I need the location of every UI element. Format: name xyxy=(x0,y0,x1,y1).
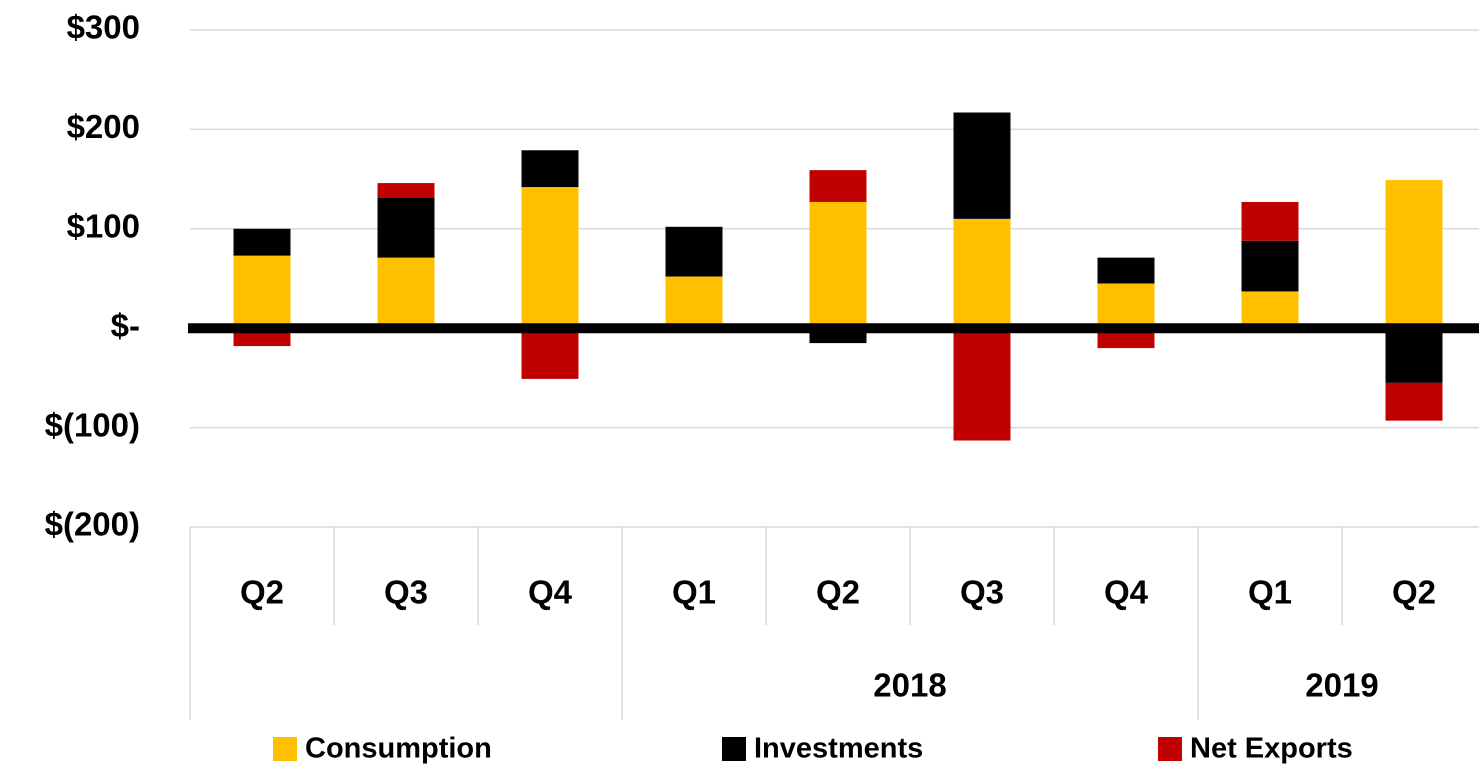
bar-segment xyxy=(665,226,723,277)
legend-swatch xyxy=(273,737,297,761)
bar-segment xyxy=(809,170,867,202)
y-tick-label: $100 xyxy=(67,208,140,245)
x-tick-label: Q1 xyxy=(1248,574,1292,611)
bar-segment xyxy=(665,276,723,329)
y-tick-label: $300 xyxy=(67,9,140,46)
bar-segment xyxy=(521,328,579,379)
bar-segment xyxy=(1097,283,1155,329)
bar-segment xyxy=(1097,257,1155,284)
x-tick-label: Q3 xyxy=(960,574,1004,611)
bar-segment xyxy=(521,150,579,188)
bar-segment xyxy=(1385,382,1443,421)
x-tick-label: Q2 xyxy=(816,574,860,611)
bar-segment xyxy=(377,257,435,329)
bar-segment xyxy=(1241,201,1299,241)
x-tick-label: Q4 xyxy=(528,574,573,611)
bar-segment xyxy=(809,201,867,329)
y-tick-label: $(100) xyxy=(45,406,140,443)
legend-swatch xyxy=(1158,737,1182,761)
bar-segment xyxy=(1241,240,1299,292)
legend-label: Investments xyxy=(754,733,923,765)
bar-segment xyxy=(953,218,1011,329)
x-tick-label: Q2 xyxy=(1392,574,1436,611)
y-tick-label: $- xyxy=(111,307,140,344)
group-label: 2019 xyxy=(1305,667,1378,704)
legend-label: Consumption xyxy=(305,733,492,765)
legend-label: Net Exports xyxy=(1190,733,1353,765)
x-tick-label: Q2 xyxy=(240,574,284,611)
y-tick-label: $(200) xyxy=(45,506,140,543)
x-tick-label: Q1 xyxy=(672,574,716,611)
bar-segment xyxy=(1241,291,1299,329)
y-tick-label: $200 xyxy=(67,108,140,145)
bar-segment xyxy=(521,187,579,329)
x-tick-label: Q3 xyxy=(384,574,428,611)
bar-segment xyxy=(953,112,1011,219)
bar-segment xyxy=(233,255,291,329)
bar-segment xyxy=(377,197,435,258)
bar-segment xyxy=(233,228,291,256)
x-tick-label: Q4 xyxy=(1104,574,1149,611)
bar-segment xyxy=(1385,328,1443,383)
legend-swatch xyxy=(722,737,746,761)
bar-segment xyxy=(377,183,435,198)
bar-segment xyxy=(1385,180,1443,329)
bar-segment xyxy=(953,328,1011,441)
group-label: 2018 xyxy=(873,667,946,704)
